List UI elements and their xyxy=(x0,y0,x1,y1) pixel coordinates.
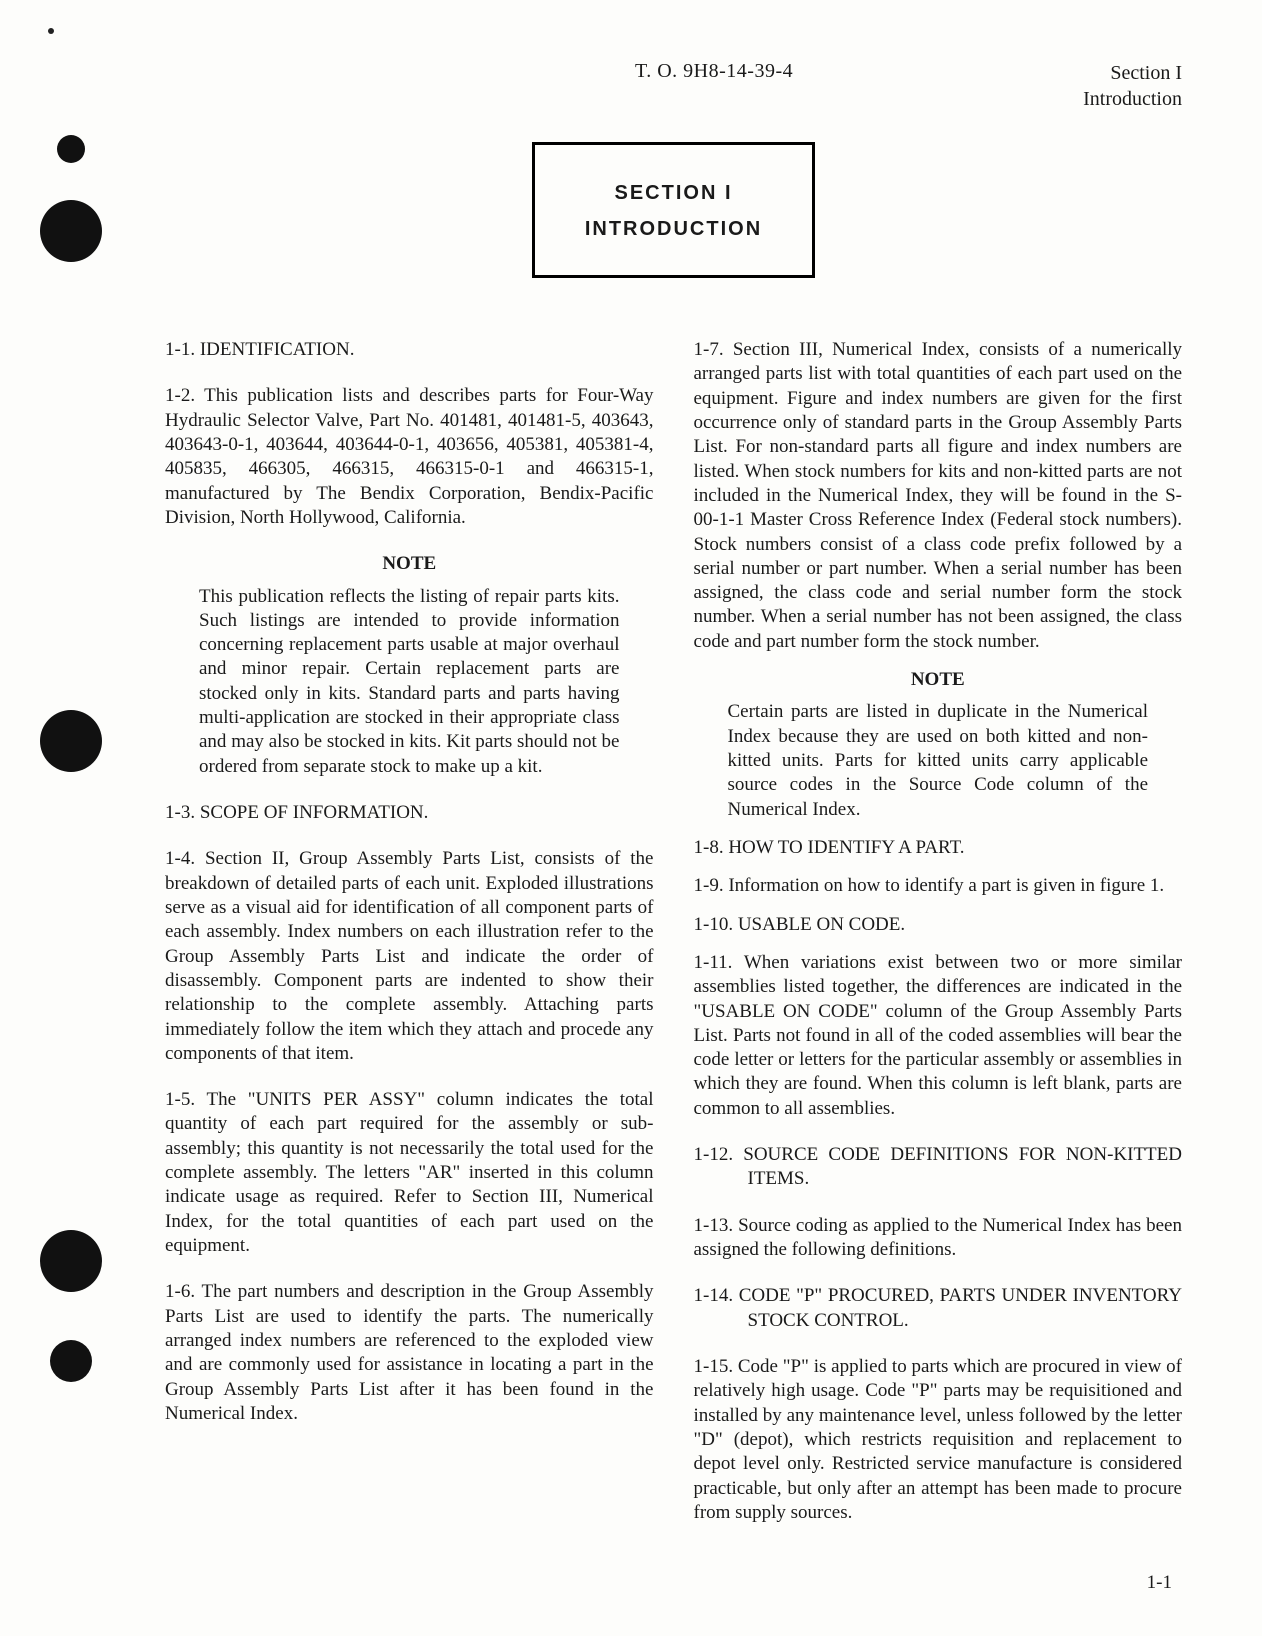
para-1-6: 1-6. The part numbers and description in… xyxy=(165,1280,654,1426)
punch-holes xyxy=(35,0,115,1636)
para-1-12: 1-12. SOURCE CODE DEFINITIONS FOR NON-KI… xyxy=(694,1143,1183,1192)
para-1-13: 1-13. Source coding as applied to the Nu… xyxy=(694,1214,1183,1263)
punch-hole xyxy=(40,1230,102,1292)
section-label: Section I xyxy=(1083,60,1182,86)
para-1-10: 1-10. USABLE ON CODE. xyxy=(694,913,1183,937)
header-right: Section I Introduction xyxy=(1083,60,1182,112)
note-heading: NOTE xyxy=(694,668,1183,692)
section-box-line1: SECTION I xyxy=(585,175,762,211)
page: T. O. 9H8-14-39-4 Section I Introduction… xyxy=(0,0,1262,1636)
page-number: 1-1 xyxy=(1147,1572,1172,1594)
body-columns: 1-1. IDENTIFICATION. 1-2. This publicati… xyxy=(165,338,1182,1525)
page-header: T. O. 9H8-14-39-4 Section I Introduction xyxy=(165,60,1182,112)
para-1-11: 1-11. When variations exist between two … xyxy=(694,951,1183,1121)
note-heading: NOTE xyxy=(165,552,654,576)
para-1-5: 1-5. The "UNITS PER ASSY" column indicat… xyxy=(165,1088,654,1258)
para-1-9: 1-9. Information on how to identify a pa… xyxy=(694,874,1183,898)
para-1-15: 1-15. Code "P" is applied to parts which… xyxy=(694,1355,1183,1525)
punch-hole xyxy=(40,200,102,262)
para-1-8: 1-8. HOW TO IDENTIFY A PART. xyxy=(694,836,1183,860)
note-body: This publication reflects the listing of… xyxy=(165,585,654,780)
section-title-box-wrap: SECTION I INTRODUCTION xyxy=(165,142,1182,278)
to-number: T. O. 9H8-14-39-4 xyxy=(345,60,1083,83)
para-1-2: 1-2. This publication lists and describe… xyxy=(165,384,654,530)
para-1-14: 1-14. CODE "P" PROCURED, PARTS UNDER INV… xyxy=(694,1284,1183,1333)
para-1-7: 1-7. Section III, Numerical Index, consi… xyxy=(694,338,1183,654)
punch-hole xyxy=(57,135,85,163)
note-body: Certain parts are listed in duplicate in… xyxy=(694,700,1183,822)
punch-hole xyxy=(40,710,102,772)
para-1-3: 1-3. SCOPE OF INFORMATION. xyxy=(165,801,654,825)
section-title-box: SECTION I INTRODUCTION xyxy=(532,142,815,278)
section-name: Introduction xyxy=(1083,86,1182,112)
punch-hole xyxy=(50,1340,92,1382)
para-1-4: 1-4. Section II, Group Assembly Parts Li… xyxy=(165,847,654,1066)
para-1-1: 1-1. IDENTIFICATION. xyxy=(165,338,654,362)
section-box-line2: INTRODUCTION xyxy=(585,211,762,247)
